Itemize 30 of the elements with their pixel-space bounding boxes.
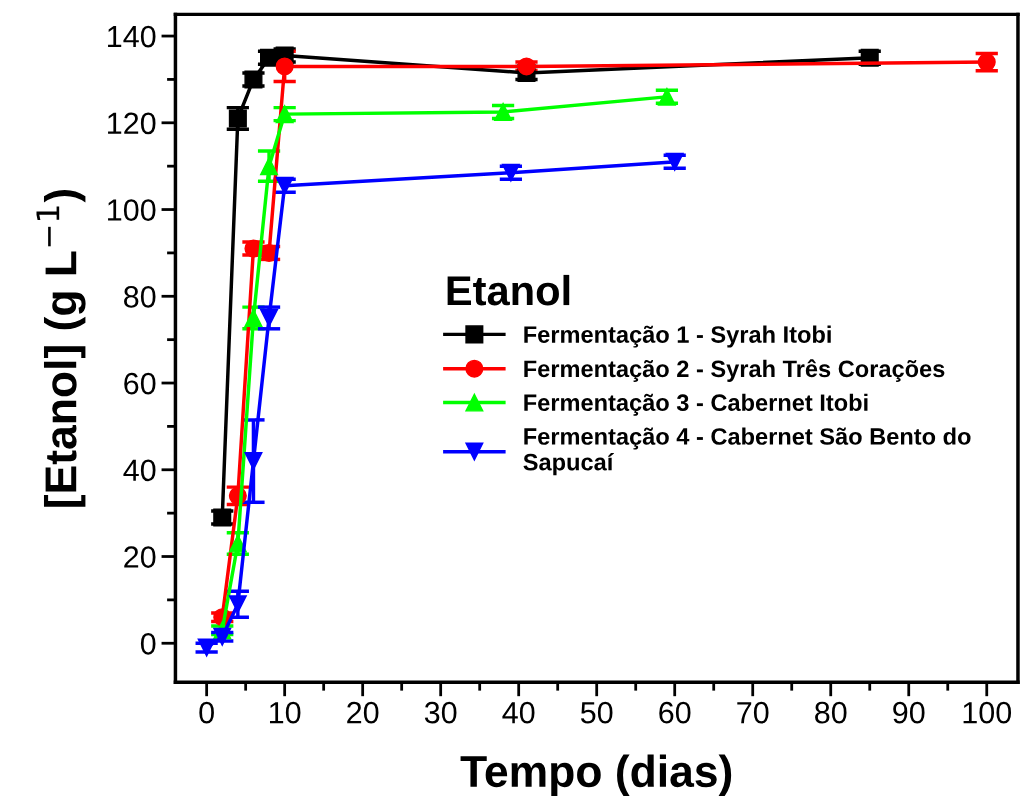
point: [275, 57, 294, 76]
x-tick-label: 10: [269, 701, 301, 724]
y-tick-label: 60: [124, 372, 156, 395]
legend-label: Fermentação 1 - Syrah Itobi: [524, 325, 831, 348]
x-tick-label: 40: [502, 701, 535, 724]
y-tick-label: 100: [108, 199, 156, 221]
y-tick-label: 0: [140, 632, 156, 655]
legend-label: Fermentação 4 - Cabernet São Bento do Sapucaí: [523, 427, 971, 476]
y-tick-label: 140: [108, 25, 156, 48]
legend-label: Fermentação 3 - Cabernet Itobi: [524, 393, 868, 416]
y-tick-label: 20: [124, 546, 156, 568]
x-tick-label: 70: [737, 701, 769, 724]
point: [228, 595, 247, 614]
legend-title: Etanol: [447, 274, 570, 306]
x-axis-title: Tempo (dias): [460, 754, 732, 796]
x-tick-label: 60: [659, 701, 691, 724]
x-tick-label: 0: [199, 701, 214, 724]
x-tick-label: 30: [424, 701, 457, 724]
y-tick-label: 120: [108, 112, 156, 135]
point: [494, 102, 513, 121]
x-tick-label: 20: [347, 701, 379, 724]
x-tick-label: 100: [963, 701, 1012, 724]
x-tick-label: 50: [580, 701, 613, 724]
y-axis-title: [Etanol] (g L$^{−1}$): [36, 189, 86, 507]
y-tick-label: 80: [124, 286, 156, 308]
legend-label: Fermentação 2 - Syrah Três Corações: [524, 359, 945, 382]
point: [260, 157, 279, 176]
y-tick-label: 40: [123, 459, 156, 482]
x-tick-label: 80: [815, 701, 847, 724]
x-tick-label: 90: [893, 701, 925, 724]
